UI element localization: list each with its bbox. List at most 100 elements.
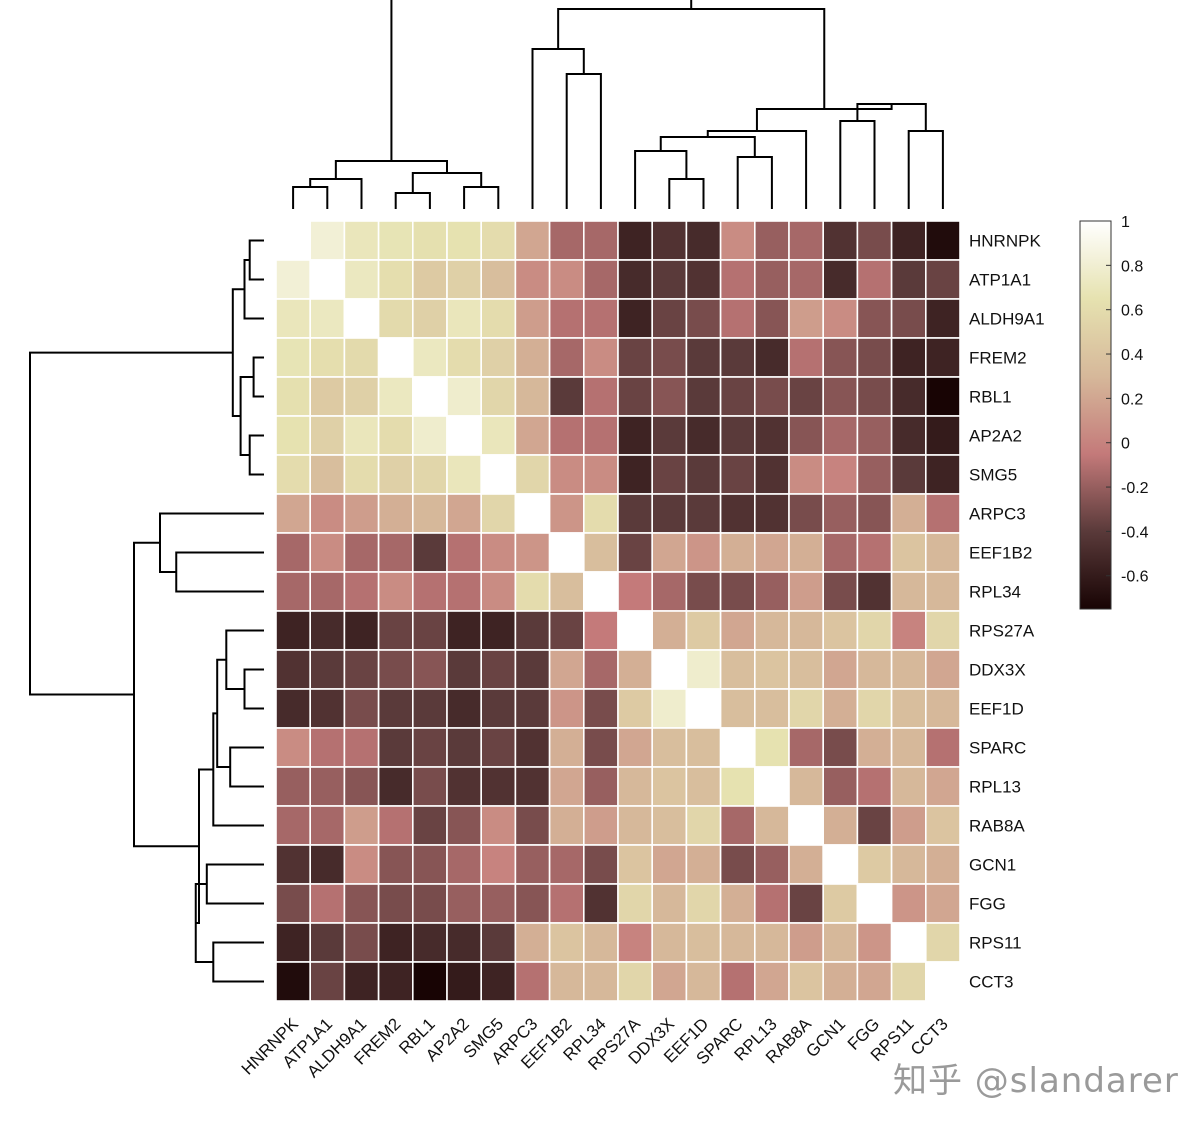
heatmap-cell [617,259,654,300]
heatmap-cell [480,493,517,534]
heatmap-cell [377,220,414,261]
dendrogram-link [133,541,199,848]
heatmap-cell [480,532,517,573]
dendrogram-link [736,156,773,209]
heatmap-cell [719,766,756,807]
heatmap-cell [685,883,722,924]
heatmap-cell [651,922,688,963]
heatmap-cell [685,259,722,300]
heatmap-cell [446,259,483,300]
heatmap-cell [685,493,722,534]
heatmap-cell [822,649,859,690]
heatmap-cell [582,454,619,495]
colorbar: 1 0.8 0.6 0.4 0.2 0 -0.2 -0.4 -0.6 [1079,214,1149,610]
heatmap-cell [446,922,483,963]
heatmap-cell [753,376,790,417]
heatmap-cell [411,220,448,261]
heatmap-cell [753,493,790,534]
heatmap-cell [548,571,585,612]
dendrogram-link [205,863,264,905]
heatmap-cell [582,961,619,1002]
heatmap-cell [548,493,585,534]
dendrogram-link [216,658,231,768]
row-label: SPARC [969,739,1026,758]
heatmap-cell [377,454,414,495]
heatmap-cell [924,961,961,1002]
heatmap-cell [309,649,346,690]
heatmap-cell [548,922,585,963]
heatmap-cell [822,610,859,651]
heatmap-cell [275,766,312,807]
heatmap-cell [309,259,346,300]
heatmap-cell [856,766,893,807]
heatmap-cell [411,532,448,573]
heatmap-cell [822,493,859,534]
row-label: EEF1B2 [969,544,1032,563]
heatmap-cell [377,610,414,651]
heatmap-cell [275,259,312,300]
heatmap-cell [924,688,961,729]
row-label: RAB8A [969,817,1025,836]
dendrogram-link [248,434,264,476]
heatmap-cell [924,454,961,495]
heatmap-cell [617,298,654,339]
heatmap-cell [582,922,619,963]
heatmap-cell [309,220,346,261]
heatmap-cell [309,493,346,534]
heatmap-cell [275,532,312,573]
heatmap-cell [822,337,859,378]
heatmap-cell [617,571,654,612]
heatmap-cell [309,688,346,729]
heatmap-cell [924,844,961,885]
heatmap-cell [582,883,619,924]
heatmap-cell [411,298,448,339]
heatmap-cell [480,805,517,846]
heatmap-cell [788,922,825,963]
row-label: FREM2 [969,349,1027,368]
heatmap-cell [685,649,722,690]
heatmap-cell [753,454,790,495]
dendrogram-link [907,130,944,209]
heatmap-cell [309,805,346,846]
heatmap-cell [514,571,551,612]
heatmap-cell [890,376,927,417]
heatmap-cell [856,883,893,924]
heatmap-cell [343,727,380,768]
row-label: RPL13 [969,778,1021,797]
heatmap-cell [822,532,859,573]
heatmap-cell [617,766,654,807]
heatmap-cell [275,727,312,768]
heatmap-cell [582,766,619,807]
heatmap-cell [617,961,654,1002]
heatmap-cell [548,727,585,768]
heatmap-cell [617,532,654,573]
heatmap-cell [411,688,448,729]
heatmap-cell [822,961,859,1002]
heatmap-cell [924,922,961,963]
heatmap-cell [890,298,927,339]
heatmap-cell [651,805,688,846]
heatmap-cell [582,259,619,300]
heatmap-cell [822,298,859,339]
heatmap-cell [719,610,756,651]
heatmap-cell [275,571,312,612]
heatmap-cell [446,493,483,534]
heatmap-cell [753,610,790,651]
heatmap-cell [856,220,893,261]
heatmap-cell [856,727,893,768]
heatmap-cell [822,415,859,456]
heatmap-cell [343,805,380,846]
row-label: FGG [969,895,1006,914]
heatmap-cell [753,883,790,924]
heatmap-cell [719,649,756,690]
heatmap-cell [480,688,517,729]
row-label: AP2A2 [969,427,1022,446]
heatmap-cell [822,571,859,612]
heatmap-cell [753,727,790,768]
heatmap-cell [343,922,380,963]
heatmap-cell [685,532,722,573]
heatmap-cell [514,649,551,690]
heatmap-cell [411,922,448,963]
row-labels: HNRNPK ATP1A1 ALDH9A1 FREM2 RBL1 AP2A2 SMG5 ARP… [969,232,1045,992]
heatmap-cell [651,454,688,495]
